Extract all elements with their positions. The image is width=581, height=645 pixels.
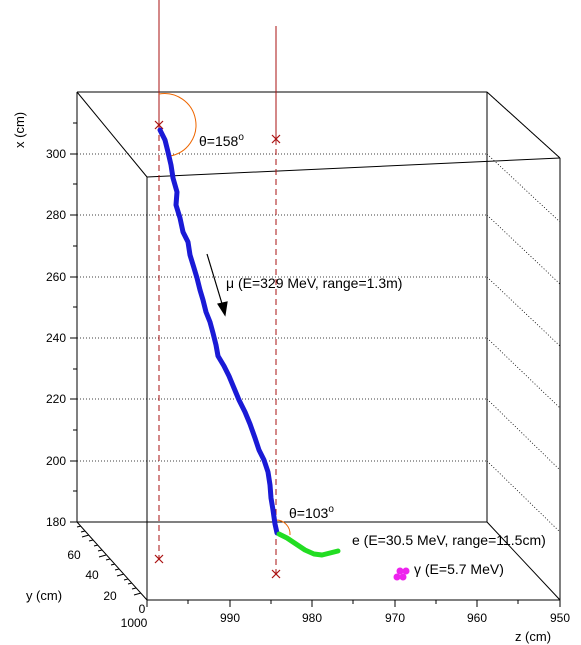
z-axis: [146, 600, 561, 607]
z-tick-label: 1000: [121, 616, 148, 630]
y-tick-label: 40: [85, 568, 99, 582]
y-axis-label: y (cm): [26, 588, 62, 603]
electron-track: [276, 531, 341, 558]
x-tick-label: 280: [46, 208, 66, 222]
x-tick-label: 220: [46, 392, 66, 406]
y-tick-labels: 0 20 40 60: [67, 548, 145, 616]
y-tick-label: 20: [103, 589, 117, 603]
grid-lines: [77, 91, 561, 533]
x-axis: [70, 122, 77, 523]
y-tick-label: 60: [67, 548, 81, 562]
z-tick-labels: 1000 990 980 970 960 950: [121, 611, 571, 630]
muon-label: μ (E=329 MeV, range=1.3m): [226, 275, 402, 291]
vertex-markers: [154, 120, 281, 579]
gamma-label: γ (E=5.7 MeV): [414, 561, 504, 577]
y-axis: [76, 525, 142, 596]
gamma-deposit: [393, 567, 410, 581]
y-tick-label: 0: [139, 602, 146, 616]
z-tick-label: 950: [550, 611, 570, 625]
z-tick-label: 970: [385, 611, 405, 625]
angle-arc-103: [275, 519, 291, 536]
beam-lines: [158, 0, 277, 574]
electron-label: e (E=30.5 MeV, range=11.5cm): [352, 532, 546, 548]
box-frame: [76, 91, 561, 601]
x-tick-label: 300: [46, 147, 66, 161]
x-tick-label: 240: [46, 331, 66, 345]
z-tick-label: 990: [220, 611, 240, 625]
z-axis-label: z (cm): [515, 629, 551, 644]
x-tick-label: 200: [46, 454, 66, 468]
angle-label-158: θ=158o: [199, 132, 244, 149]
angle-label-103: θ=103o: [289, 504, 334, 521]
angle-arc-158: [158, 93, 197, 157]
muon-direction-arrow: [206, 253, 228, 317]
z-tick-label: 960: [467, 611, 487, 625]
muon-track: [157, 127, 280, 536]
x-tick-label: 180: [46, 515, 66, 529]
x-tick-labels: 300 280 260 240 220 200 180: [46, 147, 66, 529]
x-tick-label: 260: [46, 270, 66, 284]
z-tick-label: 980: [302, 611, 322, 625]
x-axis-label: x (cm): [12, 112, 27, 148]
